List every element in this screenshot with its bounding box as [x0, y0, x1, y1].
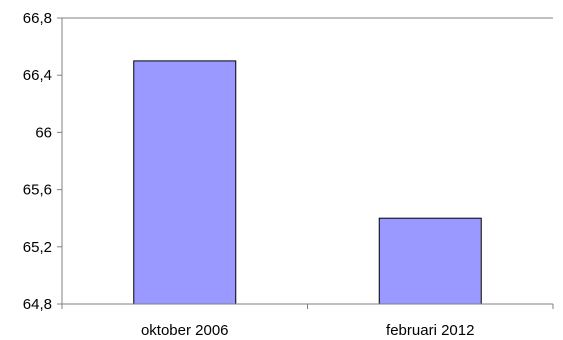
x-category-label: oktober 2006 [141, 322, 229, 339]
bar-0 [133, 60, 237, 305]
bars-group [133, 60, 482, 305]
x-axis-ticks: oktober 2006 februari 2012 [61, 304, 554, 339]
y-tick-label: 66 [35, 124, 52, 141]
y-tick-label: 65,6 [23, 182, 52, 199]
y-tick-label: 66,8 [23, 10, 52, 27]
y-axis-ticks: 64,8 65,2 65,6 66 66,4 66,8 [23, 10, 62, 313]
x-category-label: februari 2012 [386, 322, 474, 339]
y-tick-label: 65,2 [23, 239, 52, 256]
plot-area: 64,8 65,2 65,6 66 66,4 66,8 oktober 2006 febru… [23, 10, 554, 339]
bar-1 [378, 217, 482, 305]
y-tick-label: 66,4 [23, 67, 52, 84]
y-tick-label: 64,8 [23, 296, 52, 313]
